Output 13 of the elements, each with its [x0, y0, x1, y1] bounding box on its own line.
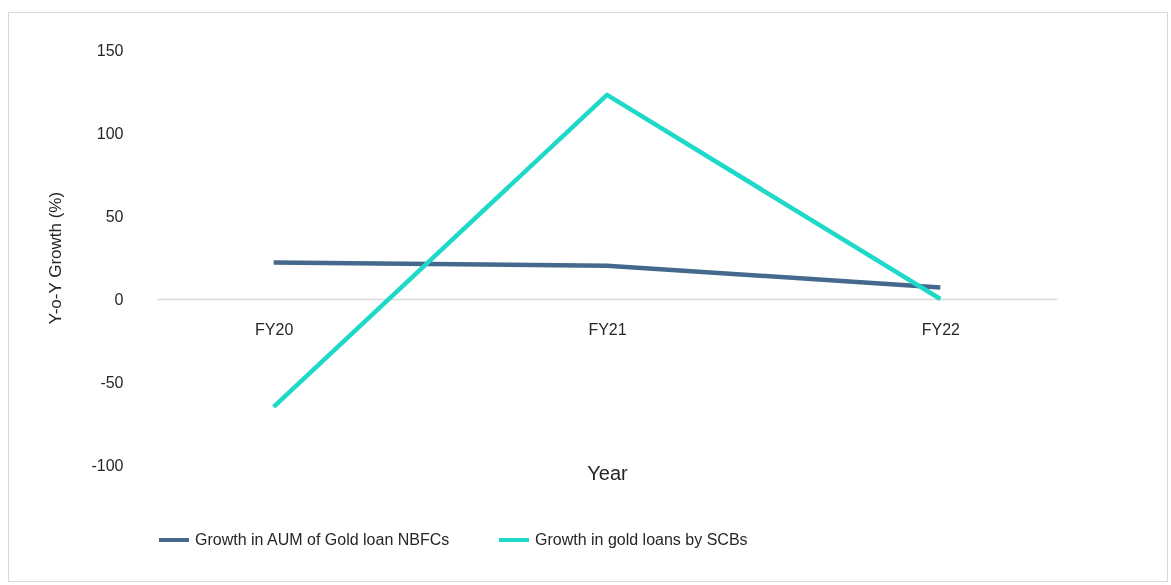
- y-tick-label: 100: [96, 124, 124, 142]
- y-tick-label: 50: [105, 207, 124, 225]
- legend-label: Growth in AUM of Gold loan NBFCs: [195, 531, 450, 548]
- y-tick-label: 0: [114, 290, 124, 308]
- y-tick-label: 150: [96, 41, 124, 59]
- y-tick-label: -50: [100, 373, 124, 391]
- x-tick-label: FY20: [255, 320, 294, 338]
- legend-label: Growth in gold loans by SCBs: [535, 531, 748, 548]
- y-tick-label: -100: [91, 456, 124, 474]
- x-axis-title: Year: [587, 461, 629, 484]
- y-axis-title: Y-o-Y Growth (%): [46, 191, 66, 325]
- x-tick-label: FY22: [921, 320, 961, 338]
- x-tick-label: FY21: [588, 320, 627, 338]
